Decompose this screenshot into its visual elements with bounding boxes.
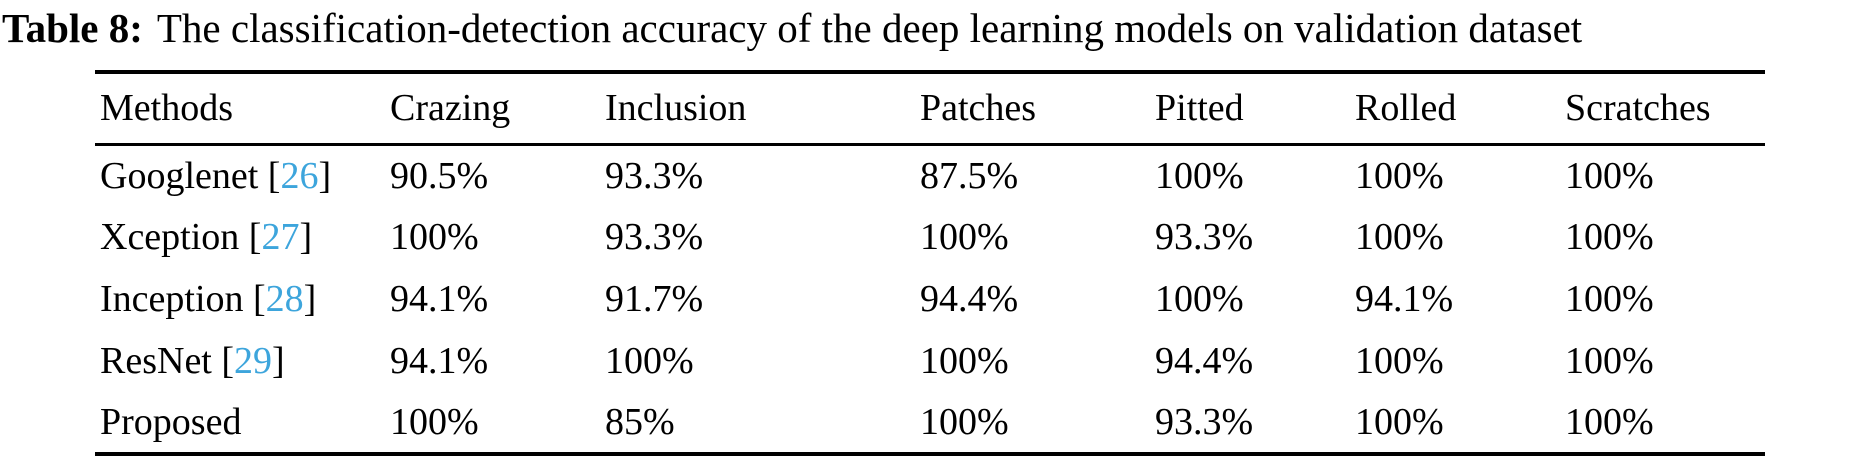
method-cell: Inception [28] <box>100 278 317 320</box>
method-name: Googlenet <box>100 154 259 197</box>
accuracy-cell: 100% <box>1565 340 1654 382</box>
accuracy-cell: 100% <box>1355 401 1444 443</box>
accuracy-cell: 93.3% <box>605 216 704 258</box>
accuracy-cell: 100% <box>1565 154 1654 197</box>
accuracy-cell: 100% <box>1355 216 1444 258</box>
table-row-proposed: Proposed 100% 85% 100% 93.3% 100% 100% <box>95 392 1765 454</box>
method-cell: Xception [27] <box>100 216 313 258</box>
accuracy-cell: 94.1% <box>390 278 489 320</box>
method-cell: ResNet [29] <box>100 340 285 382</box>
accuracy-cell: 100% <box>1565 278 1654 320</box>
accuracy-cell: 90.5% <box>390 154 489 197</box>
accuracy-cell: 87.5% <box>920 154 1019 197</box>
accuracy-cell: 94.1% <box>390 340 489 382</box>
caption-label: Table 8: <box>2 5 143 51</box>
accuracy-cell: 100% <box>920 216 1009 258</box>
table-row-googlenet: Googlenet [26] 90.5% 93.3% 87.5% 100% 100% 100… <box>95 144 1765 206</box>
results-table: Methods Crazing Inclusion Patches Pitted Roll… <box>95 70 1765 456</box>
accuracy-cell: 94.4% <box>920 278 1019 320</box>
column-header-pitted: Pitted <box>1150 72 1350 146</box>
accuracy-cell: 100% <box>1565 401 1654 443</box>
citation-link[interactable]: 27 <box>261 216 300 258</box>
table-row-resnet: ResNet [29] 94.1% 100% 100% 94.4% 100% 100% <box>95 330 1765 392</box>
method-name: ResNet <box>100 340 212 382</box>
table-body: Googlenet [26] 90.5% 93.3% 87.5% 100% 100% 100… <box>95 144 1765 454</box>
column-header-methods: Methods <box>95 72 385 146</box>
accuracy-cell: 100% <box>605 340 694 382</box>
header-row: Methods Crazing Inclusion Patches Pitted Roll… <box>95 72 1765 146</box>
caption-text: The classification-detection accuracy of… <box>156 5 1583 51</box>
accuracy-cell: 93.3% <box>1155 401 1254 443</box>
accuracy-cell: 91.7% <box>605 278 704 320</box>
accuracy-cell: 93.3% <box>605 154 704 197</box>
accuracy-cell: 100% <box>390 401 479 443</box>
method-name: Inception <box>100 278 244 320</box>
accuracy-cell: 93.3% <box>1155 216 1254 258</box>
citation-link[interactable]: 28 <box>265 278 304 320</box>
method-name: Proposed <box>100 401 242 443</box>
column-header-inclusion: Inclusion <box>600 72 915 146</box>
accuracy-cell: 100% <box>1155 278 1244 320</box>
accuracy-cell: 100% <box>920 340 1009 382</box>
column-header-crazing: Crazing <box>385 72 600 146</box>
method-cell: Googlenet [26] <box>100 154 332 197</box>
accuracy-cell: 100% <box>390 216 479 258</box>
accuracy-cell: 100% <box>1355 154 1444 197</box>
accuracy-cell: 94.4% <box>1155 340 1254 382</box>
accuracy-cell: 85% <box>605 401 675 443</box>
table-row-xception: Xception [27] 100% 93.3% 100% 93.3% 100% 100% <box>95 206 1765 268</box>
accuracy-cell: 94.1% <box>1355 278 1454 320</box>
table-caption: Table 8: The classification-detection acc… <box>2 4 1582 52</box>
column-header-scratches: Scratches <box>1560 72 1765 146</box>
citation-link[interactable]: 29 <box>234 340 273 382</box>
citation-link[interactable]: 26 <box>280 154 319 197</box>
column-header-patches: Patches <box>915 72 1150 146</box>
accuracy-cell: 100% <box>920 401 1009 443</box>
accuracy-cell: 100% <box>1355 340 1444 382</box>
method-cell: Proposed <box>95 392 385 454</box>
accuracy-cell: 100% <box>1155 154 1244 197</box>
table-row-inception: Inception [28] 94.1% 91.7% 94.4% 100% 94.1% 10… <box>95 268 1765 330</box>
method-name: Xception <box>100 216 240 258</box>
accuracy-cell: 100% <box>1565 216 1654 258</box>
column-header-rolled: Rolled <box>1350 72 1560 146</box>
